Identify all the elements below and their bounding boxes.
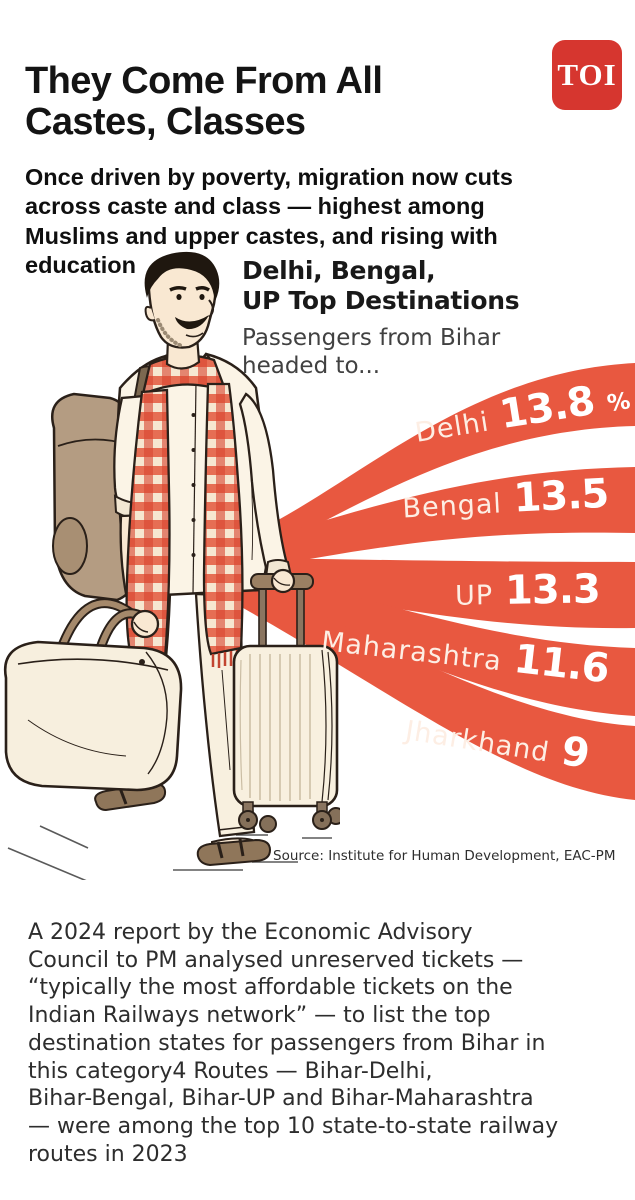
ribbon-category: UP <box>455 580 494 612</box>
chart-title-line: UP Top Destinations <box>242 285 520 315</box>
ribbon-bengal <box>240 467 635 572</box>
ribbon-value-unit: % <box>605 388 632 418</box>
body-line: this category4 Routes — Bihar-Delhi, <box>28 1058 433 1084</box>
title-line-2: Castes, Classes <box>25 101 306 144</box>
toi-logo: TOI <box>552 40 622 110</box>
body-line: “typically the most affordable tickets o… <box>28 975 513 1001</box>
chart-source: Source: Institute for Human Development,… <box>273 848 616 864</box>
body-line: Indian Railways network” — to list the t… <box>28 1003 491 1029</box>
scarf <box>125 354 244 678</box>
ribbon-category: Bengal <box>401 488 503 525</box>
ribbon-up <box>242 558 635 629</box>
body-line: A 2024 report by the Economic Advisory <box>28 920 473 945</box>
body-line: Bihar-Bengal, Bihar-UP and Bihar-Maharas… <box>28 1086 534 1112</box>
head <box>144 251 220 370</box>
ribbon-delhi <box>238 363 635 566</box>
ribbon-fan-chart <box>236 363 635 800</box>
standfirst-line: Muslims and upper castes, and rising wit… <box>25 222 498 249</box>
page-title: They Come From All Castes, Classes <box>25 61 545 143</box>
ground-lines <box>7 825 332 880</box>
body-text: A 2024 report by the Economic Advisory C… <box>28 919 628 1168</box>
ribbon-label-up: UP 13.3 <box>455 566 614 615</box>
ribbon-value: 13.3 <box>504 566 601 614</box>
standfirst: Once driven by poverty, migration now cu… <box>25 163 620 281</box>
right-hand <box>130 609 160 639</box>
ribbon-jharkhand <box>236 574 635 800</box>
ribbon-maharashtra <box>240 566 635 716</box>
chart-subtitle-line: headed to... <box>242 353 381 380</box>
toi-logo-text: TOI <box>557 57 617 92</box>
body-line: routes in 2023 <box>28 1141 188 1167</box>
chart-subtitle-line: Passengers from Bihar <box>242 325 501 351</box>
left-hand <box>270 568 296 594</box>
standfirst-line: education <box>25 252 136 279</box>
chart-subtitle: Passengers from Bihar headed to... <box>242 324 500 380</box>
migrant-illustration <box>3 251 340 880</box>
ribbon-value: 13.5 <box>512 470 610 522</box>
body-line: Council to PM analysed unreserved ticket… <box>28 947 524 973</box>
standfirst-line: across caste and class — highest among <box>25 193 485 220</box>
duffel-bag <box>3 598 183 792</box>
ribbon-value: 9 <box>558 728 592 778</box>
suitcase <box>232 568 340 833</box>
chart-title: Delhi, Bengal, UP Top Destinations <box>242 256 520 315</box>
body-line: — were among the top 10 state-to-state r… <box>28 1114 559 1140</box>
body-line: destination states for passengers from B… <box>28 1030 546 1056</box>
chart-title-line: Delhi, Bengal, <box>242 256 436 285</box>
title-line-1: They Come From All <box>25 60 383 103</box>
standfirst-line: Once driven by poverty, migration now cu… <box>25 163 513 190</box>
